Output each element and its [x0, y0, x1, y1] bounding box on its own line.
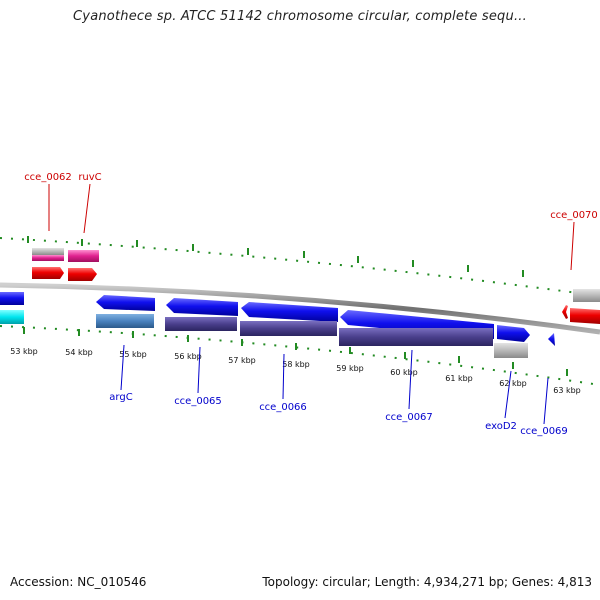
bottom-leader-lines	[120, 344, 549, 425]
cds-blue-exod2[interactable]	[497, 325, 530, 342]
tick-label-57kbp: 57 kbp	[228, 356, 256, 365]
cds-blue-cce-0069[interactable]	[548, 333, 555, 346]
tick-label-59kbp: 59 kbp	[336, 364, 364, 373]
gene-bar-exod2[interactable]	[494, 343, 528, 358]
gene-label-cce-0065[interactable]: cce_0065	[174, 396, 222, 407]
tick-label-53kbp: 53 kbp	[10, 347, 38, 356]
tick-labels: 53 kbp 54 kbp 55 kbp 56 kbp 57 kbp 58 kb…	[10, 347, 581, 395]
gene-label-argc[interactable]: argC	[109, 392, 132, 403]
tick-label-58kbp: 58 kbp	[282, 360, 310, 369]
topology-stats-text: Topology: circular; Length: 4,934,271 bp…	[262, 575, 592, 589]
gene-bar-argc[interactable]	[96, 314, 154, 328]
lower-tick-ring	[0, 325, 600, 386]
cds-red-cce-0070[interactable]	[562, 305, 568, 319]
gene-block-pink-ruvc[interactable]	[68, 250, 99, 262]
top-gene-labels: cce_0062 ruvC cce_0070	[24, 172, 598, 221]
gene-label-cce-0070[interactable]: cce_0070	[550, 210, 598, 221]
bottom-gene-labels: argC cce_0065 cce_0066 cce_0067 exoD2 cc…	[109, 392, 568, 437]
gene-bar-cce-0065[interactable]	[165, 317, 237, 331]
tick-label-56kbp: 56 kbp	[174, 352, 202, 361]
cds-blue-cce-0065[interactable]	[166, 298, 238, 316]
top-leader-lines	[48, 183, 575, 271]
gene-label-ruvc[interactable]: ruvC	[78, 172, 101, 183]
cds-blue-argc[interactable]	[96, 295, 155, 311]
upper-tick-ring	[0, 236, 600, 297]
gene-label-cce-0067[interactable]: cce_0067	[385, 412, 433, 423]
tick-label-54kbp: 54 kbp	[65, 348, 93, 357]
gene-block-gray-top[interactable]	[32, 248, 64, 255]
gene-block-pink-cce-0062[interactable]	[32, 255, 64, 261]
accession-text: Accession: NC_010546	[10, 575, 147, 589]
tick-label-60kbp: 60 kbp	[390, 368, 418, 377]
cds-blue-cce-0066[interactable]	[241, 302, 338, 322]
bottom-strand-genes	[0, 292, 555, 358]
gene-label-cce-0062[interactable]: cce_0062	[24, 172, 72, 183]
gene-label-cce-0069[interactable]: cce_0069	[520, 426, 568, 437]
gene-label-exod2[interactable]: exoD2	[485, 421, 517, 432]
gene-bar-cce-0067[interactable]	[339, 328, 493, 346]
tick-label-63kbp: 63 kbp	[553, 386, 581, 395]
top-strand-genes	[32, 248, 600, 324]
tick-label-62kbp: 62 kbp	[499, 379, 527, 388]
cds-red-cce-0062[interactable]	[32, 267, 64, 279]
gene-bar-cce-0066[interactable]	[240, 321, 337, 336]
gene-block-gray-cce-0070[interactable]	[573, 289, 600, 302]
tick-label-61kbp: 61 kbp	[445, 374, 473, 383]
gene-label-cce-0066[interactable]: cce_0066	[259, 402, 307, 413]
cds-red-ruvc[interactable]	[68, 268, 97, 281]
map-title: Cyanothece sp. ATCC 51142 chromosome cir…	[73, 9, 527, 24]
cds-red-cce-0070-b[interactable]	[570, 308, 600, 324]
chromosome-backbone	[0, 282, 600, 335]
gene-block-cyan-left-edge[interactable]	[0, 310, 24, 324]
cds-blue-left-edge[interactable]	[0, 292, 24, 305]
tick-label-55kbp: 55 kbp	[119, 350, 147, 359]
